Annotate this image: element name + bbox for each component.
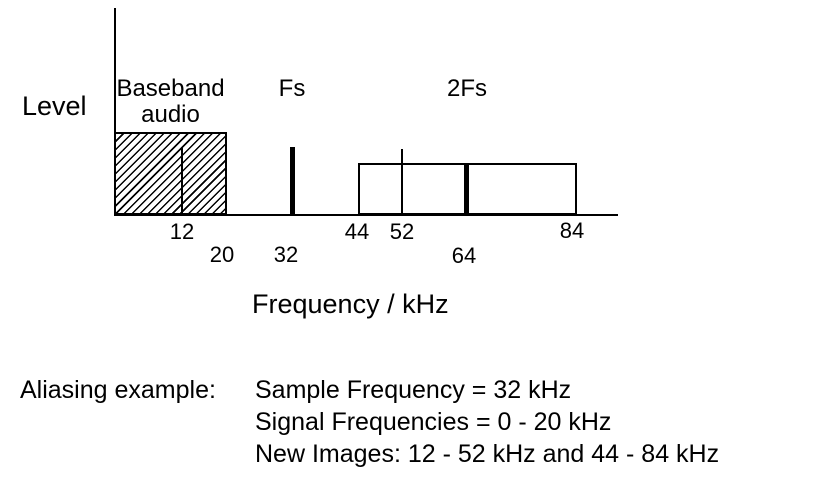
- image-52khz-line: [401, 149, 403, 215]
- tick-label-52: 52: [389, 219, 415, 244]
- tick-label-32: 32: [273, 242, 299, 267]
- caption-prefix: Aliasing example:: [20, 376, 216, 404]
- caption-line-new-images: New Images: 12 - 52 kHz and 44 - 84 kHz: [255, 440, 720, 468]
- two-fs-label: 2Fs: [446, 75, 487, 102]
- baseband-audio-band: [114, 132, 227, 215]
- tick-label-84: 84: [559, 218, 585, 243]
- sample-frequency-line: [290, 147, 295, 215]
- baseband-audio-label-line1: Baseband: [116, 75, 225, 102]
- aliasing-example-caption: Aliasing example: Sample Frequency = 32 …: [20, 374, 719, 470]
- baseband-audio-label-line2: audio: [141, 101, 200, 128]
- frequency-axis-line: [114, 214, 618, 216]
- tick-label-44: 44: [344, 219, 370, 244]
- tick-label-12: 12: [169, 219, 195, 244]
- frequency-axis-label: Frequency / kHz: [252, 289, 449, 319]
- baseband-12khz-marker-line: [181, 148, 183, 214]
- caption-line-signal-frequencies: Signal Frequencies = 0 - 20 kHz: [255, 408, 612, 436]
- baseband-audio-label: Baseband audio: [114, 76, 227, 128]
- tick-label-20: 20: [209, 242, 235, 267]
- tick-label-64: 64: [451, 243, 477, 268]
- image-64khz-line: [464, 165, 469, 215]
- level-axis-line: [114, 8, 116, 216]
- caption-lines: Sample Frequency = 32 kHz Signal Frequen…: [255, 374, 719, 470]
- level-axis-label: Level: [22, 91, 87, 121]
- fs-label: Fs: [278, 75, 306, 102]
- caption-line-sample-frequency: Sample Frequency = 32 kHz: [255, 376, 572, 404]
